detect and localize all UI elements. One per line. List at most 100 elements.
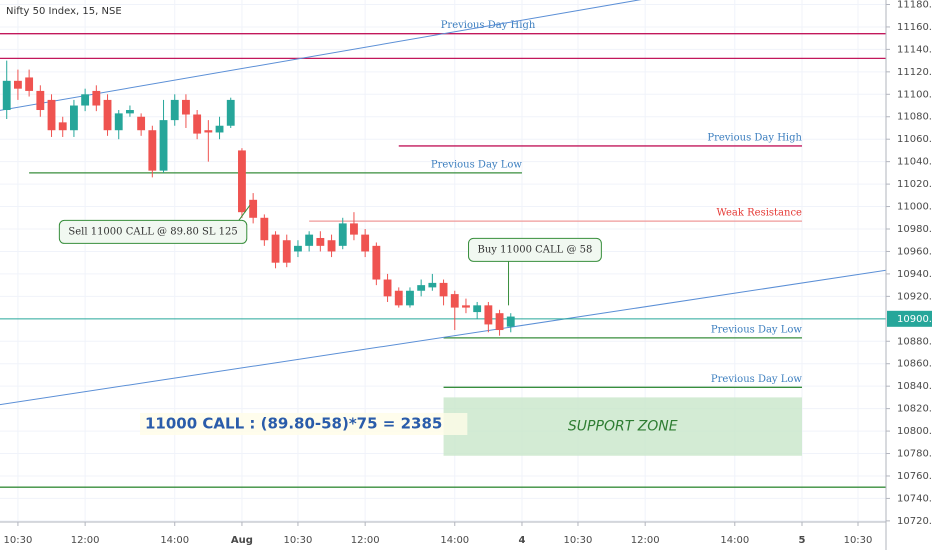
candle-body — [114, 113, 123, 131]
grid — [0, 0, 886, 522]
x-tick-label: 12:00 — [631, 535, 660, 546]
y-tick-label: 10980.00 — [897, 224, 932, 235]
candle-body — [271, 234, 280, 263]
x-tick-label: 14:00 — [160, 535, 189, 546]
y-tick-label: 11000.00 — [897, 202, 932, 213]
candle-body — [238, 150, 246, 213]
candle-body — [58, 122, 67, 131]
level-label: Previous Day High — [707, 132, 802, 143]
y-tick-label: 10920.00 — [897, 291, 932, 302]
candle-body — [428, 282, 437, 288]
x-tick-label: 10:30 — [564, 535, 593, 546]
y-tick-label: 11120.00 — [897, 67, 932, 78]
candle-body — [506, 316, 515, 327]
y-tick-label: 11140.00 — [897, 44, 932, 55]
callout-box — [58, 219, 248, 244]
callout: Sell 11000 CALL @ 89.80 SL 125 — [58, 219, 248, 244]
support-zone — [443, 397, 802, 456]
y-tick-label: 10960.00 — [897, 246, 932, 257]
candle-body — [406, 290, 414, 306]
x-tick-label: 12:00 — [71, 535, 100, 546]
y-tick-label: 10740.00 — [897, 493, 932, 504]
candle-body — [394, 290, 403, 306]
callout: Buy 11000 CALL @ 58 — [468, 237, 602, 262]
y-tick-label: 10880.00 — [897, 336, 932, 347]
candle-body — [294, 245, 302, 252]
candle-body — [350, 223, 358, 235]
y-tick-label: 10780.00 — [897, 449, 932, 460]
x-tick-label: 4 — [518, 535, 525, 546]
y-tick-label: 10720.00 — [897, 516, 932, 527]
axes: 10720.00 10740.00 10760.00 10780.00 10800.00… — [4, 0, 932, 546]
level-label: Previous Day Low — [711, 374, 803, 385]
level-label: Weak Resistance — [717, 208, 803, 219]
x-tick-label: 10:30 — [844, 535, 873, 546]
candle-body — [25, 77, 34, 91]
candle-body — [484, 305, 493, 325]
y-tick-label: 11040.00 — [897, 157, 932, 168]
candle-body — [70, 105, 78, 131]
support-zone-label: SUPPORT ZONE — [568, 419, 678, 435]
x-tick-label: 5 — [799, 535, 806, 546]
x-tick-label: 10:30 — [284, 535, 313, 546]
candle-body — [103, 99, 112, 131]
y-tick-label: 10760.00 — [897, 471, 932, 482]
candle-body — [282, 240, 291, 263]
chart-title: Nifty 50 Index, 15, NSE — [6, 6, 122, 17]
candle-body — [226, 99, 235, 126]
x-tick-label: 14:00 — [720, 535, 749, 546]
calc-note: 11000 CALL : (89.80-58)*75 = 2385 — [145, 415, 442, 433]
candle-body — [372, 245, 381, 280]
y-tick-label: 11180.00 — [897, 0, 932, 10]
candle-body — [260, 217, 269, 241]
candle-body — [338, 223, 347, 246]
candle-body — [495, 313, 504, 331]
candle-body — [137, 116, 146, 131]
y-tick-label: 10860.00 — [897, 359, 932, 370]
candle-body — [47, 99, 56, 131]
level-label: Previous Day Low — [431, 159, 523, 170]
candle-body — [361, 234, 370, 252]
candle-body — [327, 240, 336, 252]
trendline — [0, 0, 642, 111]
candle-body — [450, 294, 459, 308]
y-tick-label: 10940.00 — [897, 269, 932, 280]
level-label: Previous Day Low — [711, 324, 803, 335]
candle-body — [148, 130, 157, 171]
candle-body — [439, 282, 448, 297]
candle-body — [36, 90, 45, 111]
y-tick-label: 10820.00 — [897, 404, 932, 415]
callout-box — [468, 237, 602, 262]
y-tick-label: 10800.00 — [897, 426, 932, 437]
x-tick-label: 10:30 — [4, 535, 33, 546]
y-tick-label: 10840.00 — [897, 381, 932, 392]
candle-body — [316, 237, 325, 246]
callout-pointer — [238, 205, 251, 221]
candle-body — [182, 99, 190, 115]
last-price-label: 10900.00 — [897, 314, 932, 325]
candle-body — [92, 90, 101, 106]
candle-body — [305, 234, 314, 246]
candle-body — [215, 125, 224, 133]
last-price-box — [887, 310, 932, 327]
y-tick-label: 11080.00 — [897, 112, 932, 123]
candle-body — [170, 99, 179, 121]
candle-body — [383, 279, 392, 297]
candle-body — [462, 305, 470, 308]
x-tick-label: 14:00 — [440, 535, 469, 546]
x-tick-label: 12:00 — [351, 535, 380, 546]
y-tick-label: 11160.00 — [897, 22, 932, 33]
plot: SUPPORT ZONE Previous Day High Previous Da… — [0, 0, 886, 488]
x-tick-label: Aug — [231, 535, 253, 546]
candle-body — [2, 80, 11, 111]
candle-body — [193, 114, 202, 134]
y-tick-label: 11100.00 — [897, 89, 932, 100]
candle-body — [159, 120, 168, 171]
candle-body — [126, 110, 134, 114]
candle-body — [14, 80, 22, 89]
candle-body — [417, 285, 426, 291]
trendline — [0, 269, 886, 406]
y-tick-label: 11060.00 — [897, 134, 932, 145]
